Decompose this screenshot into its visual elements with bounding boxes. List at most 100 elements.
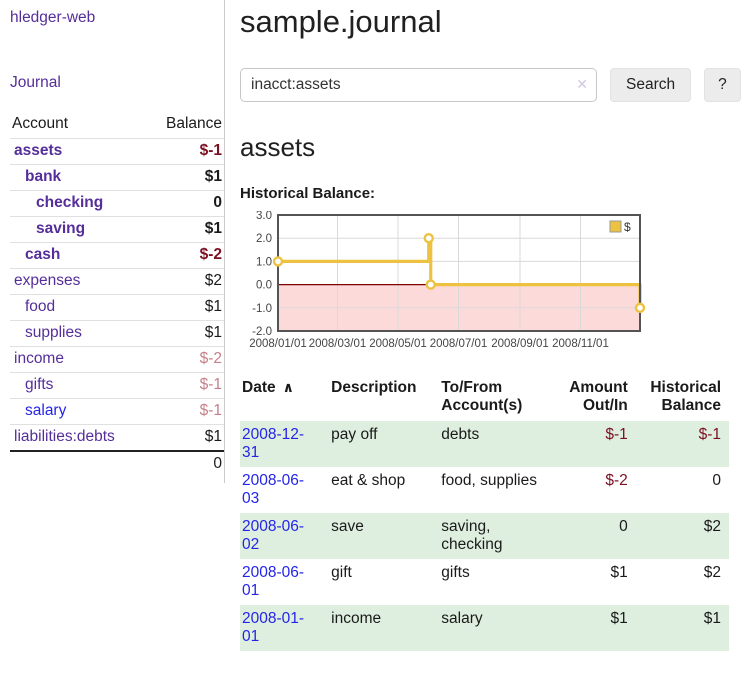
register-row: 2008-06-01 gift gifts $1 $2	[240, 559, 729, 605]
account-balance: $-2	[199, 350, 222, 367]
nav-journal-link[interactable]: Journal	[10, 74, 61, 91]
account-link-salary[interactable]: salary	[25, 402, 67, 419]
register-description: eat & shop	[331, 472, 406, 489]
svg-text:-1.0: -1.0	[252, 303, 272, 315]
app-title-link[interactable]: hledger-web	[10, 9, 96, 26]
account-row: income $-2	[10, 346, 224, 373]
balance-col-header: Balance	[165, 115, 222, 132]
account-link-food[interactable]: food	[25, 298, 56, 315]
account-col-header: Account	[12, 115, 69, 132]
account-balance: $1	[204, 428, 222, 445]
account-link-supplies[interactable]: supplies	[25, 324, 82, 341]
register-amount: $-2	[605, 472, 628, 489]
register-date-link[interactable]: 2008-06-02	[242, 518, 305, 553]
search-input[interactable]	[240, 68, 597, 102]
account-row: bank $1	[10, 164, 224, 191]
register-amount: $1	[610, 610, 628, 627]
register-rows: 2008-12-31 pay off debts $-1 $-1 2008-06-03 ea…	[240, 421, 729, 651]
account-row: expenses $2	[10, 268, 224, 295]
account-balance: $1	[204, 168, 222, 185]
account-link-cash[interactable]: cash	[25, 246, 61, 263]
account-link-assets[interactable]: assets	[14, 142, 63, 159]
register-date-link[interactable]: 2008-06-03	[242, 472, 305, 507]
register-balance: $-1	[698, 426, 721, 443]
register-date-link[interactable]: 2008-12-31	[242, 426, 305, 461]
register-header-date[interactable]: Date ∧	[242, 379, 294, 396]
account-row: checking 0	[10, 190, 224, 217]
account-row: supplies $1	[10, 320, 224, 347]
account-rows: assets $-1 bank $1 checking 0 saving $1 cash $-2 e…	[10, 138, 224, 452]
sidebar: hledger-web Journal Account Balance asse…	[0, 0, 225, 483]
register-accounts: food, supplies	[441, 472, 537, 489]
svg-text:-2.0: -2.0	[252, 326, 272, 338]
chart-heading: Historical Balance:	[240, 185, 376, 202]
svg-text:2008/07/01: 2008/07/01	[430, 338, 488, 350]
register-balance: $2	[703, 564, 721, 581]
account-link-checking[interactable]: checking	[36, 194, 104, 211]
register-description: gift	[331, 564, 352, 581]
help-button[interactable]: ?	[704, 68, 741, 102]
account-link-saving[interactable]: saving	[36, 220, 86, 237]
register-row: 2008-12-31 pay off debts $-1 $-1	[240, 421, 729, 467]
clear-search-icon[interactable]: ✕	[576, 76, 588, 92]
plot-border	[277, 214, 641, 332]
svg-text:0.0: 0.0	[256, 280, 272, 292]
register-amount: 0	[619, 518, 628, 535]
account-link-income[interactable]: income	[14, 350, 64, 367]
search-bar: ✕ Search ?	[240, 68, 741, 102]
register-balance: $2	[703, 518, 721, 535]
register-description: income	[331, 610, 382, 627]
register-accounts: debts	[441, 426, 480, 443]
svg-text:2008/03/01: 2008/03/01	[309, 338, 367, 350]
main-content: sample.journal ✕ Search ? assets Histori…	[225, 0, 742, 675]
account-balance: $-1	[199, 402, 222, 419]
register-header-description: Description	[331, 379, 417, 396]
register-row: 2008-06-03 eat & shop food, supplies $-2 0	[240, 467, 729, 513]
legend-swatch	[609, 220, 622, 233]
account-link-liabilities:debts[interactable]: liabilities:debts	[14, 428, 115, 445]
accounts-total-value: 0	[146, 450, 224, 477]
account-link-expenses[interactable]: expenses	[14, 272, 81, 289]
account-balance: $-1	[199, 142, 222, 159]
register-balance: $1	[703, 610, 721, 627]
account-row: cash $-2	[10, 242, 224, 269]
balance-chart: 3.0 2.0 1.0 0.0 -1.0 -2.0 2008/01/01 2008/03/01…	[240, 210, 741, 357]
account-balance: $1	[204, 298, 222, 315]
svg-text:2008/05/01: 2008/05/01	[369, 338, 427, 350]
account-row: saving $1	[10, 216, 224, 243]
accounts-total-row: 0	[10, 450, 224, 477]
account-balance: $2	[204, 272, 222, 289]
search-button[interactable]: Search	[610, 68, 692, 102]
svg-text:2.0: 2.0	[256, 233, 272, 245]
svg-text:2008/11/01: 2008/11/01	[552, 338, 609, 350]
svg-text:2008/09/01: 2008/09/01	[491, 338, 549, 350]
account-balance: 0	[213, 194, 222, 211]
svg-text:3.0: 3.0	[256, 211, 272, 222]
register-description: pay off	[331, 426, 378, 443]
data-point-marker	[423, 233, 434, 244]
register-amount: $1	[610, 564, 628, 581]
account-row: assets $-1	[10, 138, 224, 165]
page-title: sample.journal	[240, 4, 442, 39]
account-link-bank[interactable]: bank	[25, 168, 62, 185]
register-header-balance: Historical Balance	[650, 379, 721, 414]
accounts-table: Account Balance assets $-1 bank $1 checking 0…	[10, 111, 224, 477]
register-accounts: saving, checking	[441, 518, 503, 553]
data-point-marker	[425, 279, 436, 290]
account-balance: $1	[204, 220, 222, 237]
register-row: 2008-01-01 income salary $1 $1	[240, 605, 729, 651]
register-header-amount: Amount Out/In	[569, 379, 628, 414]
register-accounts: gifts	[441, 564, 470, 581]
register-table: Date ∧ Description To/From Account(s) Amo…	[240, 375, 729, 651]
register-balance: 0	[712, 472, 721, 489]
account-balance: $1	[204, 324, 222, 341]
account-balance: $-1	[199, 376, 222, 393]
account-balance: $-2	[199, 246, 222, 263]
account-link-gifts[interactable]: gifts	[25, 376, 54, 393]
register-date-link[interactable]: 2008-01-01	[242, 610, 305, 645]
data-point-marker	[634, 302, 646, 314]
register-amount: $-1	[605, 426, 628, 443]
register-accounts: salary	[441, 610, 483, 627]
account-heading: assets	[240, 132, 316, 162]
